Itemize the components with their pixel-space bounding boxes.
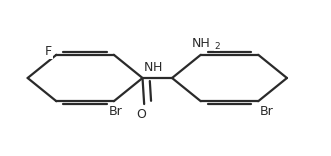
Text: Br: Br <box>260 105 273 118</box>
Text: H: H <box>153 61 162 74</box>
Text: N: N <box>143 61 153 74</box>
Text: F: F <box>45 45 52 58</box>
Text: Br: Br <box>109 105 122 118</box>
Text: O: O <box>136 108 146 121</box>
Text: NH: NH <box>191 37 210 50</box>
Text: 2: 2 <box>214 42 220 51</box>
